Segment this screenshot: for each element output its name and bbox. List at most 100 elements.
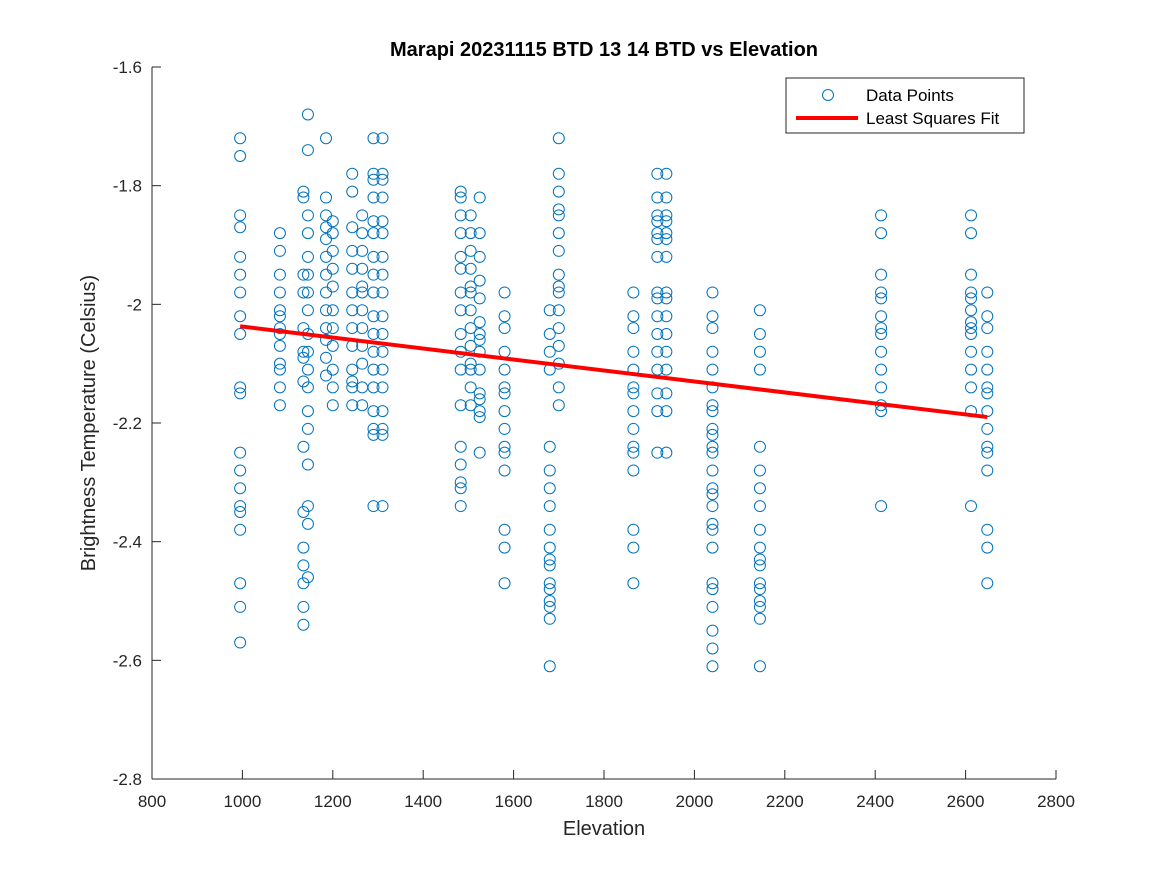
data-point (367, 500, 380, 513)
data-point (498, 405, 511, 418)
data-point (297, 375, 310, 388)
data-point (543, 440, 556, 453)
data-point (651, 345, 664, 358)
data-point (498, 464, 511, 477)
data-point (875, 286, 888, 299)
data-point (376, 268, 389, 281)
data-point (706, 660, 719, 673)
data-point (301, 144, 314, 157)
data-point (660, 250, 673, 263)
data-point (234, 150, 247, 162)
y-tick-label: -1.8 (113, 177, 142, 196)
data-point (464, 339, 477, 352)
data-point (965, 363, 978, 376)
data-point (367, 422, 380, 435)
data-point (326, 304, 339, 317)
data-point (376, 250, 389, 263)
data-point (234, 132, 247, 145)
data-point (301, 500, 314, 513)
data-point (498, 523, 511, 536)
data-point (367, 286, 380, 299)
data-point (346, 244, 359, 257)
data-point (706, 577, 719, 590)
data-point (706, 517, 719, 530)
data-point (454, 286, 467, 299)
data-point (627, 286, 640, 299)
data-point (376, 428, 389, 441)
x-tick-label: 1200 (314, 792, 352, 811)
data-point (297, 440, 310, 453)
data-point (981, 381, 994, 394)
data-point (367, 215, 380, 228)
data-point (965, 286, 978, 299)
data-point (473, 274, 486, 287)
data-point (498, 381, 511, 394)
data-point (454, 476, 467, 489)
data-point (660, 405, 673, 418)
data-point (965, 345, 978, 358)
data-point (753, 612, 766, 625)
data-point (753, 464, 766, 477)
data-point (301, 405, 314, 418)
data-point (981, 345, 994, 358)
data-point (543, 328, 556, 340)
x-tick-label: 1600 (495, 792, 533, 811)
data-point (376, 405, 389, 418)
data-point (627, 440, 640, 453)
data-point (498, 440, 511, 453)
data-point (753, 600, 766, 613)
data-point (965, 304, 978, 317)
data-point (273, 310, 286, 323)
data-point (706, 642, 719, 655)
data-point (346, 304, 359, 317)
data-point (326, 339, 339, 352)
data-point (376, 191, 389, 204)
data-point (706, 488, 719, 501)
x-tick-label: 2000 (675, 792, 713, 811)
x-tick-label: 800 (138, 792, 166, 811)
x-tick-label: 1800 (585, 792, 623, 811)
data-point (753, 541, 766, 554)
data-point (454, 399, 467, 412)
x-tick-label: 2600 (947, 792, 985, 811)
data-point (326, 322, 339, 335)
data-point (543, 482, 556, 495)
data-point (297, 268, 310, 281)
data-point (273, 363, 286, 376)
data-point (552, 304, 565, 317)
data-point (627, 541, 640, 554)
data-point (356, 262, 369, 275)
data-point (301, 381, 314, 394)
data-point (651, 328, 664, 340)
data-point (320, 191, 333, 204)
data-point (543, 595, 556, 607)
data-point (273, 399, 286, 412)
y-tick-label: -2.4 (113, 533, 142, 552)
data-point (356, 209, 369, 222)
data-point (356, 357, 369, 370)
data-point (297, 577, 310, 590)
data-point (297, 600, 310, 613)
data-point (454, 191, 467, 204)
data-point (875, 322, 888, 335)
data-point (706, 286, 719, 299)
data-point (651, 233, 664, 246)
data-point (376, 286, 389, 299)
data-point (965, 209, 978, 222)
data-point (367, 268, 380, 281)
data-point (326, 363, 339, 376)
data-point (320, 322, 333, 335)
data-point (367, 191, 380, 204)
data-point (273, 357, 286, 370)
data-point (627, 446, 640, 459)
data-point (981, 363, 994, 376)
data-point (326, 215, 339, 228)
data-point (473, 405, 486, 418)
data-point (454, 458, 467, 471)
data-point (965, 268, 978, 281)
data-point (473, 363, 486, 376)
data-point (346, 167, 359, 180)
x-tick-label: 1000 (223, 792, 261, 811)
data-point (651, 215, 664, 228)
data-point (367, 250, 380, 263)
